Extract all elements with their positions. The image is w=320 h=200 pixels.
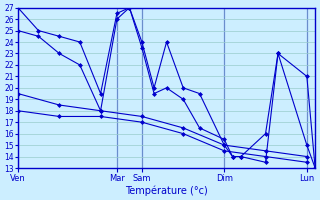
X-axis label: Température (°c): Température (°c) [125,185,208,196]
